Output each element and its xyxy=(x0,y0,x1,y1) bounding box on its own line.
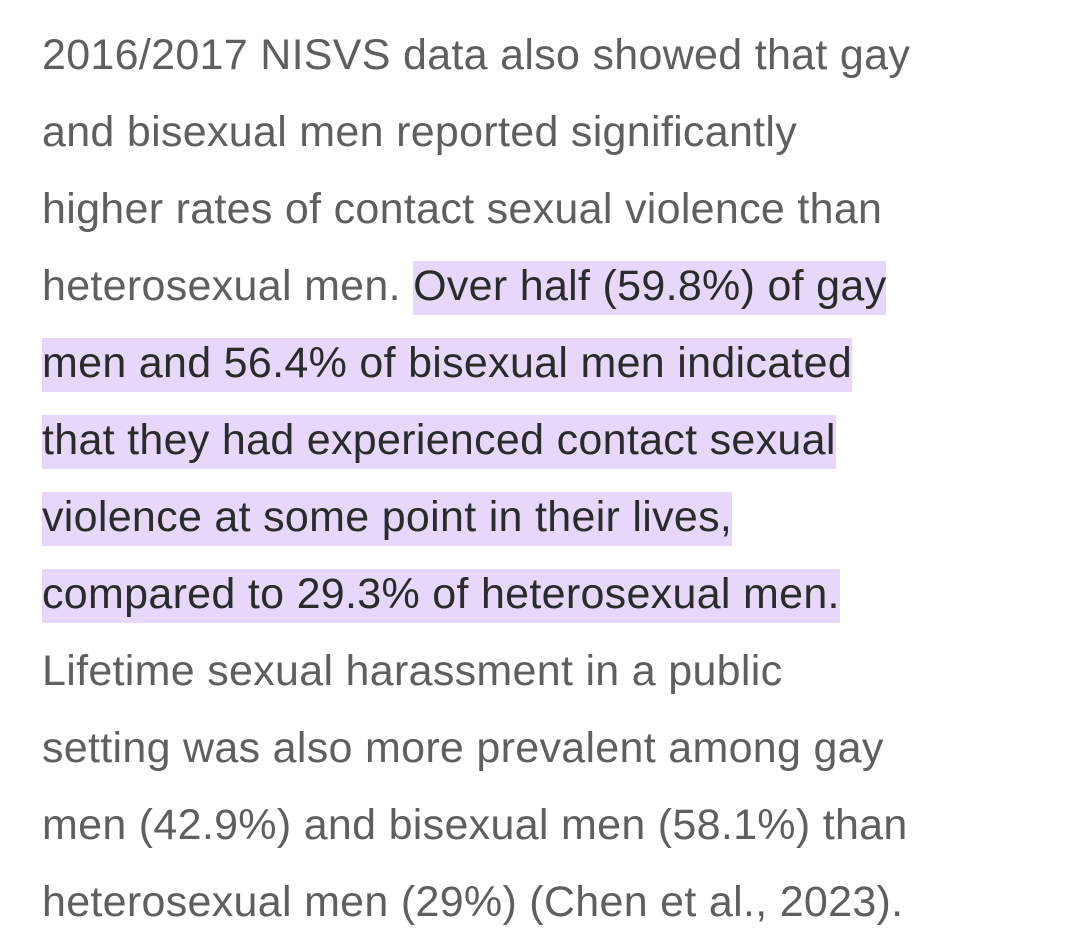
article-paragraph: 2016/2017 NISVS data also showed that ga… xyxy=(42,17,1052,941)
highlighted-text[interactable]: Over half (59.8%) of gay xyxy=(413,261,887,315)
paragraph-line-8: compared to 29.3% of heterosexual men. xyxy=(42,556,1052,633)
paragraph-line-6: that they had experienced contact sexual xyxy=(42,402,1052,479)
paragraph-line-7: violence at some point in their lives, xyxy=(42,479,1052,556)
plain-text: heterosexual men (29%) (Chen et al., 202… xyxy=(42,878,904,926)
highlighted-text[interactable]: men and 56.4% of bisexual men indicated xyxy=(42,338,853,392)
paragraph-line-11: men (42.9%) and bisexual men (58.1%) tha… xyxy=(42,787,1052,864)
paragraph-line-1: 2016/2017 NISVS data also showed that ga… xyxy=(42,17,1052,94)
plain-text: and bisexual men reported significantly xyxy=(42,108,798,156)
highlighted-text[interactable]: compared to 29.3% of heterosexual men. xyxy=(42,569,840,623)
paragraph-line-5: men and 56.4% of bisexual men indicated xyxy=(42,325,1052,402)
plain-text: higher rates of contact sexual violence … xyxy=(42,185,883,233)
paragraph-line-9: Lifetime sexual harassment in a public xyxy=(42,633,1052,710)
plain-text: setting was also more prevalent among ga… xyxy=(42,724,884,772)
plain-text: men (42.9%) and bisexual men (58.1%) tha… xyxy=(42,801,908,849)
paragraph-line-4: heterosexual men. Over half (59.8%) of g… xyxy=(42,248,1052,325)
plain-text: Lifetime sexual harassment in a public xyxy=(42,647,783,695)
paragraph-line-10: setting was also more prevalent among ga… xyxy=(42,710,1052,787)
paragraph-line-12: heterosexual men (29%) (Chen et al., 202… xyxy=(42,864,1052,941)
highlighted-text[interactable]: that they had experienced contact sexual xyxy=(42,415,836,469)
plain-text: heterosexual men. xyxy=(42,262,414,310)
highlighted-text[interactable]: violence at some point in their lives, xyxy=(42,492,733,546)
paragraph-line-2: and bisexual men reported significantly xyxy=(42,94,1052,171)
paragraph-line-3: higher rates of contact sexual violence … xyxy=(42,171,1052,248)
plain-text: 2016/2017 NISVS data also showed that ga… xyxy=(42,31,911,79)
